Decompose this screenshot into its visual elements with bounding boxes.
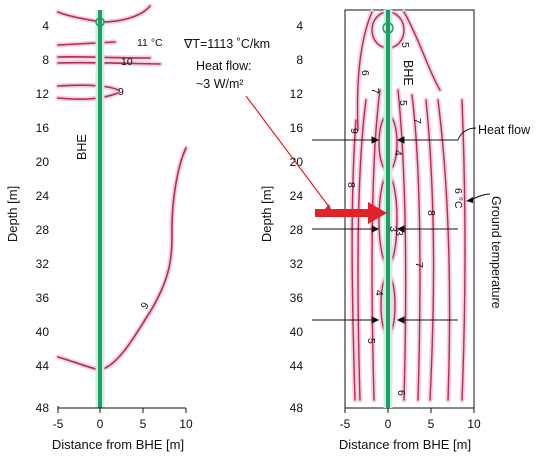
left-y-tick: 48	[36, 401, 50, 415]
left-contour-9-deep	[57, 147, 187, 371]
right-x-tick-labels: -5 0 5 10	[340, 417, 481, 431]
left-y-axis-label: Depth [m]	[5, 186, 20, 242]
right-contour-right-7	[411, 94, 421, 401]
left-contour-10	[57, 55, 151, 59]
right-x-tick: -5	[340, 417, 351, 431]
right-y-tick: 40	[290, 325, 304, 339]
left-x-tick: 0	[97, 417, 104, 431]
left-y-tick: 16	[36, 121, 50, 135]
left-contour-label-11: 11 °C	[137, 37, 163, 49]
right-contour-label: 8	[345, 182, 357, 188]
right-bhe	[386, 10, 390, 408]
right-contour-right-6-top	[403, 11, 441, 91]
right-y-tick: 12	[290, 87, 304, 101]
left-x-tick: 10	[179, 417, 193, 431]
left-contour-9b	[57, 92, 119, 100]
right-x-tick: 10	[467, 417, 481, 431]
left-contour-label-10: 10	[121, 56, 133, 68]
right-y-tick: 28	[290, 223, 304, 237]
left-bhe-top-marker	[95, 17, 105, 27]
heat-flow-side-label: Heat flow	[478, 123, 531, 137]
right-contour-label: 3	[387, 226, 399, 232]
right-contour-label: 4	[373, 290, 385, 296]
heat-flow-leader-line	[245, 95, 331, 209]
right-contour-right-8b	[437, 99, 451, 401]
right-y-tick: 16	[290, 121, 304, 135]
right-y-tick: 44	[290, 359, 304, 373]
left-y-tick: 8	[42, 53, 49, 67]
right-contour-left-8	[351, 119, 357, 401]
right-bhe-label: BHE	[401, 60, 415, 86]
right-contour-label: 4	[392, 150, 404, 156]
right-x-tick: 0	[385, 417, 392, 431]
right-contour-label: 6 °C	[452, 188, 464, 209]
right-contour-label: 5	[399, 42, 411, 48]
red-heat-arrow-shaft	[315, 209, 369, 217]
left-y-tick: 28	[36, 223, 50, 237]
right-heat-arrows	[312, 136, 458, 324]
right-y-tick-labels: 4 8 12 16 20 24 28 32 36 40 44 48	[290, 19, 304, 415]
left-bhe-label: BHE	[75, 134, 89, 160]
right-contour-right-inner	[397, 89, 407, 401]
right-contour-left-6-top	[356, 11, 373, 131]
left-axes	[57, 406, 187, 413]
heat-flow-title: Heat flow:	[196, 59, 252, 73]
right-contour-label: 6	[359, 70, 371, 76]
left-x-tick: -5	[53, 417, 64, 431]
right-contour-label: 5	[365, 338, 377, 344]
right-y-tick: 32	[290, 257, 304, 271]
left-y-tick: 44	[36, 359, 50, 373]
right-y-tick: 4	[296, 19, 303, 33]
left-y-tick: 40	[36, 325, 50, 339]
heat-flow-value: ~3 W/m²	[196, 77, 244, 91]
left-contour-label-9-deep: 9	[139, 300, 152, 312]
left-y-tick: 32	[36, 257, 50, 271]
left-contour-label-9: 9	[118, 86, 124, 98]
right-contour-label: 9	[348, 128, 360, 134]
left-y-tick: 36	[36, 291, 50, 305]
right-bhe-top-marker	[382, 22, 394, 34]
left-x-axis-label: Distance from BHE [m]	[52, 437, 184, 452]
right-contours	[351, 11, 466, 401]
right-contour-label: 7	[413, 262, 425, 268]
left-contours	[57, 5, 187, 371]
right-x-tick: 5	[428, 417, 435, 431]
right-panel: BHE 5 6 7 9 5 4 7 8 3 3 8 7 4 5 6 6 °C	[259, 9, 481, 452]
left-bhe	[98, 10, 102, 408]
right-contour-label: 8	[425, 210, 437, 216]
left-x-tick-labels: -5 0 5 10	[53, 417, 193, 431]
heat-flow-side-arrow	[457, 127, 477, 141]
left-panel: BHE 11 °C 10 9 9 -5 0 5 10 4 8 12 16 20 …	[5, 3, 193, 452]
left-y-tick: 20	[36, 155, 50, 169]
right-contour-label: 3	[393, 230, 405, 236]
left-y-tick-labels: 4 8 12 16 20 24 28 32 36 40 44 48	[36, 19, 50, 415]
right-x-axis-label: Distance from BHE [m]	[339, 437, 471, 452]
right-contour-label: 6	[395, 390, 407, 396]
right-contour-right-8	[425, 99, 435, 401]
left-y-tick: 12	[36, 87, 50, 101]
right-axes	[344, 408, 475, 413]
right-y-tick: 48	[290, 401, 304, 415]
gradient-annotation: ∇T=1113 ˚C/km	[183, 37, 270, 51]
red-heat-arrow-head	[368, 202, 387, 224]
right-y-axis-label: Depth [m]	[259, 186, 274, 242]
right-contour-label: 5	[397, 100, 409, 106]
left-y-tick: 4	[42, 19, 49, 33]
ground-temperature-arrow-tip	[466, 197, 473, 203]
left-y-tick: 24	[36, 189, 50, 203]
right-contour-label: 7	[411, 118, 423, 124]
left-x-tick: 5	[140, 417, 147, 431]
right-contour-right-9	[461, 99, 466, 401]
right-y-tick: 36	[290, 291, 304, 305]
right-contour-left-7	[357, 99, 367, 401]
annotations: ∇T=1113 ˚C/km Heat flow: ~3 W/m² Heat fl…	[183, 37, 531, 309]
right-y-tick: 8	[296, 53, 303, 67]
right-y-tick: 24	[290, 189, 304, 203]
right-contour-labels: 5 6 7 9 5 4 7 8 3 3 8 7 4 5 6 6 °C	[345, 42, 464, 396]
ground-temperature-label: Ground temperature	[489, 196, 503, 309]
right-contour-label: 7	[369, 88, 381, 94]
left-contour-11	[57, 41, 116, 46]
